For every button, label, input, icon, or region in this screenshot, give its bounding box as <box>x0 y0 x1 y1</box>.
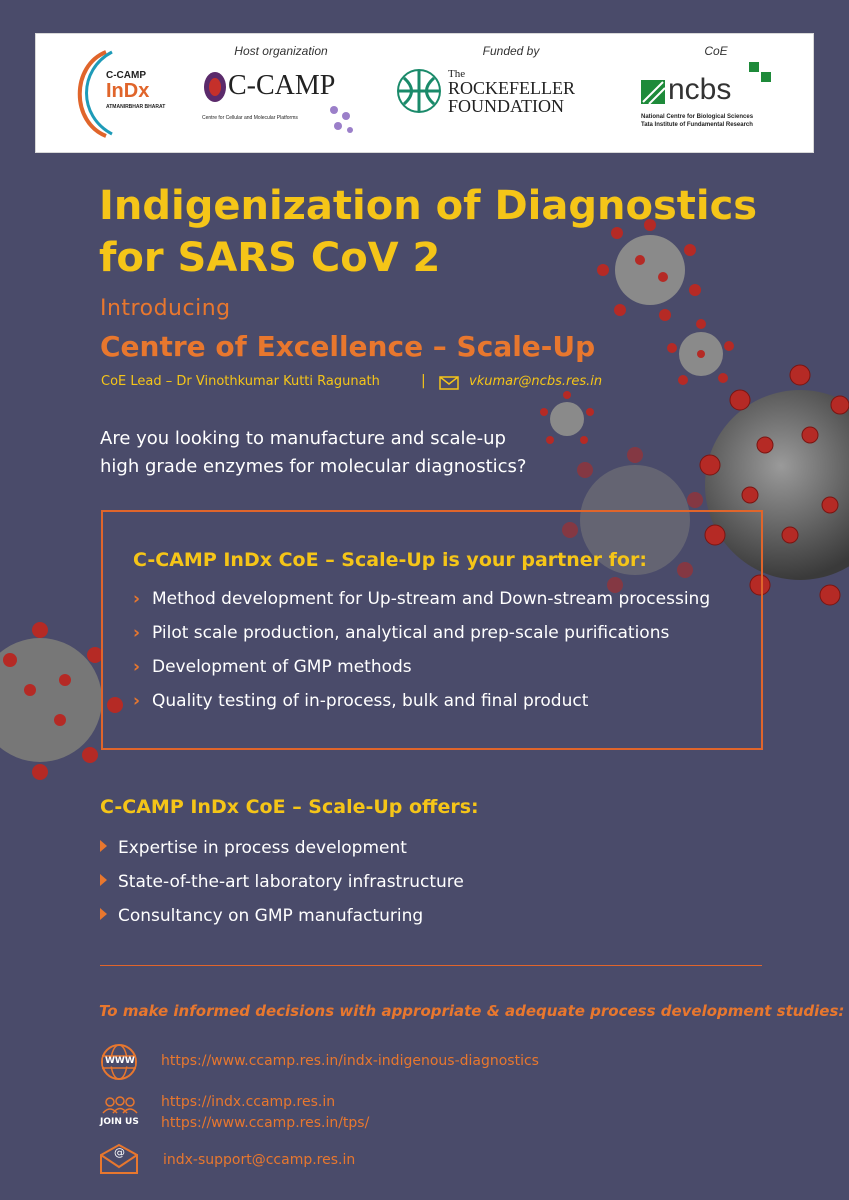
introducing-label: Introducing <box>100 296 231 321</box>
triangle-right-icon <box>100 874 107 886</box>
ncbs-logo-line2: Tata Institute of Fundamental Research <box>641 122 753 128</box>
join-link-indx[interactable]: https://indx.ccamp.res.in <box>161 1094 336 1110</box>
intro-question: Are you looking to manufacture and scale… <box>100 425 570 481</box>
envelope-icon <box>439 376 459 390</box>
rockefeller-logo-line1: ROCKEFELLER <box>448 78 576 98</box>
title-line-2: for SARS CoV 2 <box>99 235 441 281</box>
join-us-label: JOIN US <box>100 1117 139 1127</box>
decisions-statement: To make informed decisions with appropri… <box>99 1002 845 1020</box>
chevron-right-icon: › <box>133 691 141 711</box>
globe-icon <box>101 1044 137 1080</box>
question-line-2: high grade enzymes for molecular diagnos… <box>100 456 527 477</box>
virus-illustration-left <box>0 622 123 780</box>
partner-title: C-CAMP InDx CoE – Scale-Up is your partn… <box>133 549 647 571</box>
chevron-right-icon: › <box>133 623 141 643</box>
triangle-right-icon <box>100 908 107 920</box>
indx-logo-top: C-CAMP <box>106 70 146 81</box>
join-link-tps[interactable]: https://www.ccamp.res.in/tps/ <box>161 1115 370 1131</box>
rockefeller-logo-line2: FOUNDATION <box>448 96 564 116</box>
people-group-icon <box>102 1096 138 1114</box>
mail-at-symbol: @ <box>114 1146 125 1159</box>
partner-item: › Pilot scale production, analytical and … <box>133 623 670 643</box>
lead-separator: | <box>421 373 426 389</box>
www-label: WWW <box>105 1056 135 1066</box>
section-divider <box>100 965 762 966</box>
offer-item: Expertise in process development <box>100 838 407 858</box>
chevron-right-icon: › <box>133 657 141 677</box>
ccamp-logo-main: C-CAMP <box>228 70 336 101</box>
ncbs-emblem-icon <box>641 62 771 105</box>
partner-item: › Quality testing of in-process, bulk and… <box>133 691 589 711</box>
virus-illustration-small <box>667 319 734 385</box>
question-line-1: Are you looking to manufacture and scale… <box>100 428 506 449</box>
offer-item: State-of-the-art laboratory infrastructu… <box>100 872 464 892</box>
coe-lead: CoE Lead – Dr Vinothkumar Kutti Ragunath <box>101 374 380 389</box>
ccamp-logo-sub: Centre for Cellular and Molecular Platfo… <box>202 115 298 121</box>
www-link[interactable]: https://www.ccamp.res.in/indx-indigenous… <box>161 1053 539 1069</box>
offer-item: Consultancy on GMP manufacturing <box>100 906 423 926</box>
rockefeller-globe-icon <box>397 69 441 113</box>
logo-bar: C-CAMP InDx ATMANIRBHAR BHARAT Host orga… <box>35 33 814 153</box>
offers-title: C-CAMP InDx CoE – Scale-Up offers: <box>100 796 479 818</box>
rockefeller-logo-the: The <box>448 68 466 80</box>
indx-logo-main: InDx <box>106 80 150 102</box>
indx-logo-icon <box>77 50 113 138</box>
title-line-1: Indigenization of Diagnostics <box>99 183 758 229</box>
ccamp-molecule-icon <box>330 106 353 133</box>
coe-title: Centre of Excellence – Scale-Up <box>100 330 596 363</box>
virus-illustration-tiny <box>540 391 594 444</box>
page-title: Indigenization of Diagnostics for SARS C… <box>99 180 779 284</box>
ncbs-logo-main: ncbs <box>668 73 732 106</box>
triangle-right-icon <box>100 840 107 852</box>
partner-box <box>101 510 763 750</box>
partner-item: › Development of GMP methods <box>133 657 412 677</box>
ccamp-emblem-icon <box>204 72 226 102</box>
indx-logo-sub: ATMANIRBHAR BHARAT <box>106 104 166 110</box>
support-email-link[interactable]: indx-support@ccamp.res.in <box>163 1152 356 1168</box>
mail-icon <box>100 1143 138 1174</box>
lead-email-link[interactable]: vkumar@ncbs.res.in <box>469 374 603 389</box>
partner-item: › Method development for Up-stream and Do… <box>133 589 711 609</box>
virus-illustration-top <box>597 219 701 321</box>
caption-funded-by: Funded by <box>482 44 540 58</box>
virus-illustration-behind-box <box>562 447 703 593</box>
chevron-right-icon: › <box>133 589 141 609</box>
virus-illustration-large <box>699 364 849 606</box>
caption-host-organization: Host organization <box>234 44 328 58</box>
caption-coe: CoE <box>704 44 728 58</box>
ncbs-logo-line1: National Centre for Biological Sciences <box>641 114 754 120</box>
